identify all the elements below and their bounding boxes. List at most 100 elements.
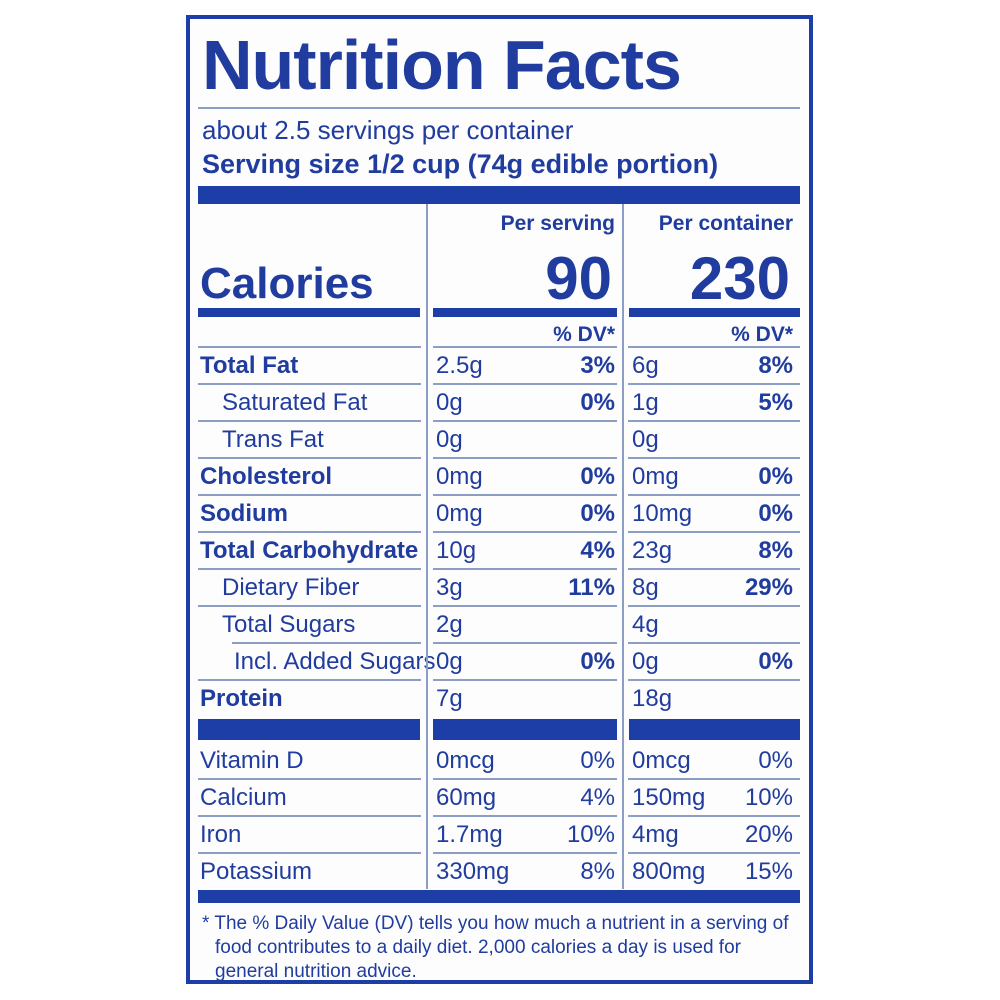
nutrient-amount: 1.7mg [436, 820, 503, 848]
calories-underline [629, 308, 800, 317]
section-separator [624, 716, 800, 743]
serving-size: Serving size 1/2 cup (74g edible portion… [202, 149, 719, 179]
nutrient-row: Sodium [198, 496, 426, 531]
nutrient-daily-value: 4% [580, 783, 615, 811]
row-divider [198, 457, 421, 459]
row-divider [433, 346, 617, 348]
nutrient-daily-value: 10% [566, 820, 615, 848]
nutrient-amount: 150mg [632, 783, 706, 811]
nutrient-daily-value: 0% [580, 499, 615, 527]
nutrient-name: Trans Fat [222, 425, 324, 453]
nutrient-amount: 1g [632, 388, 659, 416]
nutrient-amount: 0g [436, 647, 463, 675]
nutrient-amount: 0mcg [632, 746, 691, 774]
nutrient-amount: 800mg [632, 857, 706, 885]
nutrient-row: Total Sugars [198, 607, 426, 642]
nutrient-amount: 0mg [632, 462, 679, 490]
nutrient-daily-value: 0% [580, 746, 615, 774]
nutrient-amount: 0mcg [436, 746, 495, 774]
thick-separator-bottom [198, 890, 800, 903]
calories-heading: Calories [200, 259, 374, 308]
nutrient-amount: 2g [436, 610, 463, 638]
nutrition-facts-label: Nutrition Facts about 2.5 servings per c… [186, 15, 813, 984]
nutrient-values-row: 330mg 8% [428, 854, 622, 889]
nutrient-amount: 7g [436, 684, 463, 712]
nutrient-daily-value: 0% [758, 499, 793, 527]
row-divider [198, 568, 421, 570]
nutrient-values-row: 18g [624, 681, 800, 716]
row-divider [433, 420, 617, 422]
row-divider [628, 383, 800, 385]
row-divider [433, 642, 617, 644]
footnote-text: The % Daily Value (DV) tells you how muc… [214, 913, 789, 982]
nutrient-amount: 4g [632, 610, 659, 638]
thick-separator-top [198, 186, 800, 204]
nutrient-amount: 0g [632, 647, 659, 675]
nutrient-values-row: 800mg 15% [624, 854, 800, 889]
nutrient-name: Potassium [200, 857, 313, 885]
row-divider [198, 605, 421, 607]
nutrient-name: Saturated Fat [222, 388, 368, 416]
row-divider [198, 383, 421, 385]
calories-cell: Calories [198, 204, 426, 308]
servings-per-container: about 2.5 servings per container [202, 115, 574, 145]
nutrient-values-row: 2g [428, 607, 622, 642]
nutrient-name: Sodium [200, 499, 288, 527]
nutrient-values-row: 4g [624, 607, 800, 642]
nutrient-row: Potassium [198, 854, 426, 889]
nutrient-values-row: 0g 0% [428, 385, 622, 420]
dv-footnote: * The % Daily Value (DV) tells you how m… [202, 912, 796, 982]
column-per-serving: Per serving 90 % DV* 2.5g 3% 0g 0% 0g 0mg 0% 0m… [426, 204, 622, 889]
nutrient-amount: 10mg [632, 499, 693, 527]
nutrient-amount: 8g [632, 573, 659, 601]
nutrient-values-row: 10mg 0% [624, 496, 800, 531]
nutrient-row: Dietary Fiber [198, 570, 426, 605]
nutrient-name: Protein [200, 684, 283, 712]
nutrient-amount: 0g [632, 425, 659, 453]
nutrient-table: Calories Total Fat Saturated Fat Trans Fat… [198, 204, 800, 889]
nutrient-values-row: 3g 11% [428, 570, 622, 605]
nutrient-daily-value: 15% [744, 857, 793, 885]
row-divider [198, 420, 421, 422]
nutrient-values-row: 1g 5% [624, 385, 800, 420]
row-divider [232, 642, 421, 644]
nutrient-daily-value: 0% [580, 647, 615, 675]
nutrient-daily-value: 3% [580, 351, 615, 379]
row-divider [628, 642, 800, 644]
nutrient-amount: 6g [632, 351, 659, 379]
nutrient-values-row: 0g 0% [428, 644, 622, 679]
nutrient-daily-value: 20% [744, 820, 793, 848]
calories-underline [433, 308, 617, 317]
nutrient-values-row: 1.7mg 10% [428, 817, 622, 852]
title-divider [198, 107, 800, 109]
dv-header-per-serving: % DV* [553, 323, 615, 346]
nutrient-row: Vitamin D [198, 743, 426, 778]
row-divider [198, 852, 421, 854]
nutrient-row: Saturated Fat [198, 385, 426, 420]
nutrient-name: Total Sugars [222, 610, 356, 638]
row-divider [628, 568, 800, 570]
row-divider [433, 494, 617, 496]
nutrient-name: Vitamin D [200, 746, 304, 774]
nutrient-row: Iron [198, 817, 426, 852]
nutrient-amount: 0g [436, 425, 463, 453]
nutrient-daily-value: 8% [758, 351, 793, 379]
nutrient-name: Iron [200, 820, 242, 848]
per-container-cell: Per container 230 [624, 204, 800, 309]
nutrient-values-row: 60mg 4% [428, 780, 622, 815]
nutrient-amount: 23g [632, 536, 673, 564]
row-divider [198, 346, 421, 348]
nutrient-values-row: 8g 29% [624, 570, 800, 605]
row-divider [433, 679, 617, 681]
nutrient-amount: 10g [436, 536, 477, 564]
nutrient-daily-value: 29% [744, 573, 793, 601]
nutrient-name: Total Fat [200, 351, 299, 379]
nutrient-values-row: 4mg 20% [624, 817, 800, 852]
nutrient-name: Cholesterol [200, 462, 333, 490]
row-divider [628, 815, 800, 817]
dv-header-spacer [198, 317, 426, 346]
row-divider [628, 494, 800, 496]
row-divider [628, 531, 800, 533]
nutrient-daily-value: 8% [580, 857, 615, 885]
nutrient-amount: 0mg [436, 499, 483, 527]
